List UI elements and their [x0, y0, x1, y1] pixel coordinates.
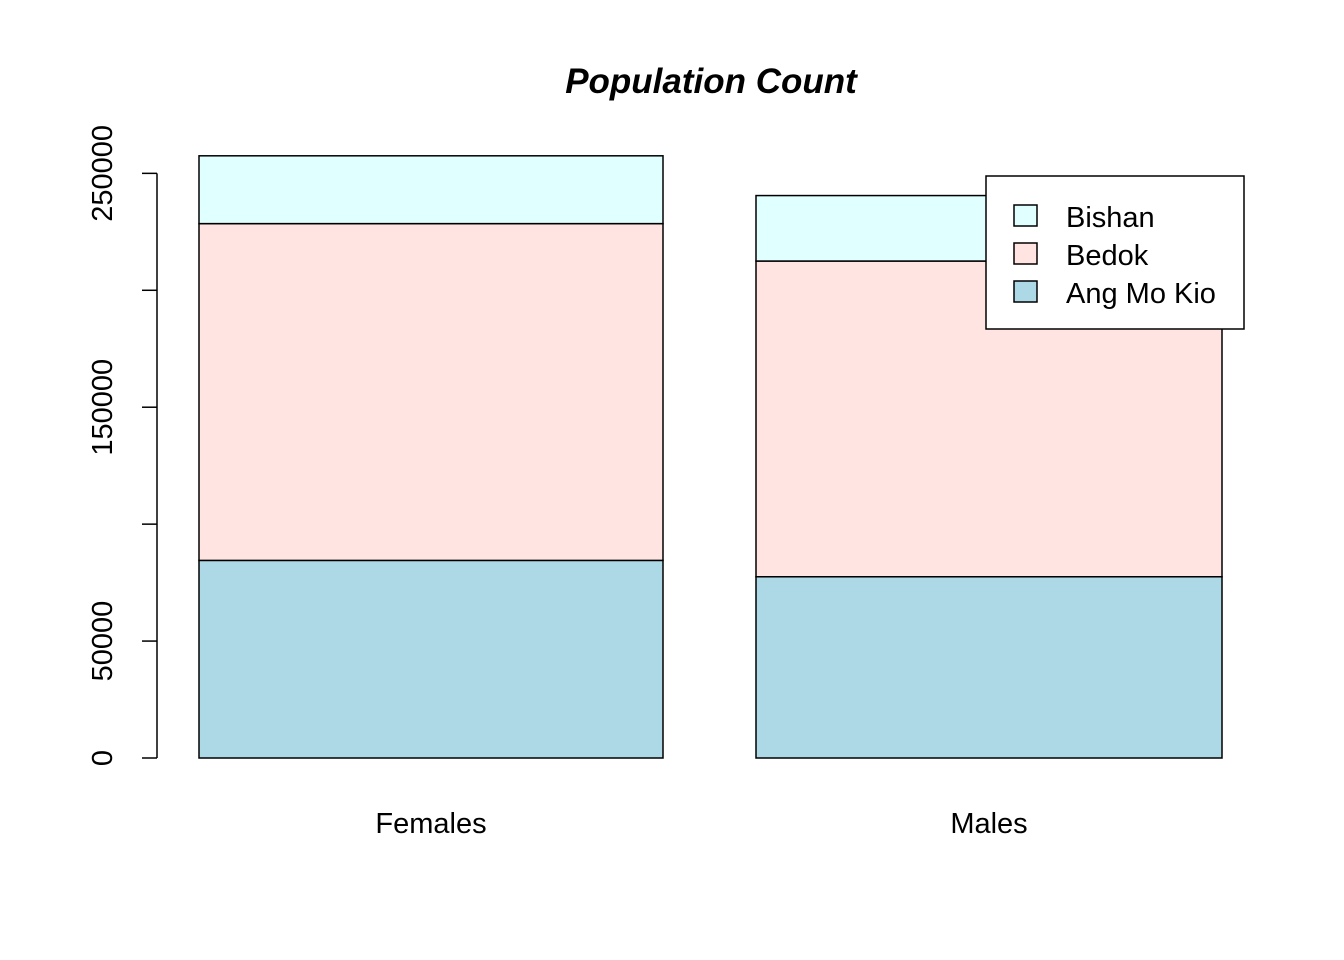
legend-label: Bedok	[1066, 240, 1149, 272]
y-tick-label: 250000	[87, 125, 119, 222]
legend-swatch	[1013, 204, 1038, 227]
bar-segment-females-bishan	[198, 155, 664, 225]
x-category-label: Females	[375, 808, 486, 840]
legend-label: Ang Mo Kio	[1066, 278, 1216, 310]
bars	[198, 155, 1223, 759]
y-axis: 0 50000 150000 250000	[87, 125, 158, 766]
legend-swatch	[1013, 280, 1038, 303]
legend-swatch	[1013, 242, 1038, 265]
y-tick-label: 150000	[87, 359, 119, 456]
y-tick-label: 0	[87, 750, 119, 766]
legend: Bishan Bedok Ang Mo Kio	[985, 175, 1245, 330]
bar-segment-females-bedok	[198, 222, 664, 562]
x-axis-labels: Females Males	[375, 808, 1027, 840]
x-category-label: Males	[950, 808, 1027, 840]
chart-title: Population Count	[565, 62, 858, 101]
bar-segment-females-ang-mo-kio	[198, 559, 664, 759]
y-tick-label: 50000	[87, 601, 119, 682]
bar-segment-males-ang-mo-kio	[755, 576, 1223, 759]
legend-label: Bishan	[1066, 202, 1155, 234]
